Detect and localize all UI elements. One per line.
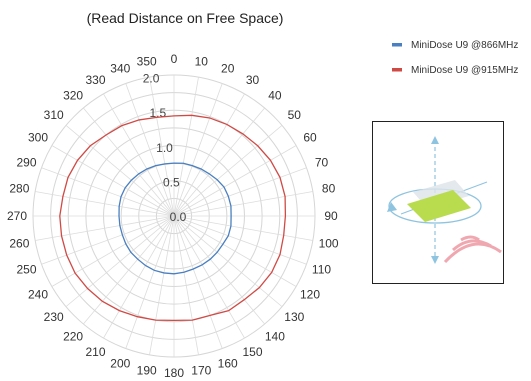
angle-tick-label: 260	[9, 236, 29, 250]
grid-spoke	[173, 83, 223, 217]
angle-tick-label: 80	[322, 182, 336, 196]
grid-spoke	[149, 77, 175, 217]
angle-tick-label: 290	[16, 155, 36, 169]
angle-tick-label: 110	[312, 263, 331, 277]
angle-tick-label: 220	[63, 329, 83, 343]
grid-spoke	[173, 215, 199, 355]
grid-spoke	[35, 191, 175, 217]
grid-spoke	[125, 83, 175, 217]
angle-tick-label: 20	[221, 62, 235, 76]
radial-tick-label: 2.0	[143, 72, 160, 86]
angle-tick-label: 30	[246, 73, 260, 87]
grid-spoke	[103, 215, 175, 339]
series-layer	[59, 114, 287, 321]
grid-spoke	[173, 215, 313, 241]
grid-spoke	[173, 77, 199, 217]
legend-swatch	[392, 43, 402, 47]
angle-tick-label: 190	[137, 364, 157, 378]
grid-spoke	[173, 167, 307, 217]
grid-spoke	[173, 215, 307, 265]
antenna-illustration	[387, 136, 502, 264]
angle-tick-label: 150	[242, 345, 262, 359]
grid-spoke	[35, 215, 175, 241]
grid-spoke	[65, 125, 175, 217]
legend: MiniDose U9 @866MHz MiniDose U9 @915MHz	[392, 40, 518, 76]
angle-tick-label: 140	[265, 329, 285, 343]
angle-tick-label: 270	[7, 209, 27, 223]
angle-tick-label: 180	[164, 366, 184, 380]
angle-tick-label: 90	[324, 209, 338, 223]
angle-tick-label: 40	[268, 89, 282, 103]
chart-title: (Read Distance on Free Space)	[87, 10, 284, 26]
legend-swatch	[392, 68, 402, 72]
angle-tick-label: 280	[9, 182, 29, 196]
grid-spoke	[83, 215, 175, 325]
angle-tick-label: 240	[28, 288, 48, 302]
legend-label: MiniDose U9 @915MHz	[411, 65, 518, 76]
grid-spoke	[173, 145, 297, 217]
grid-spoke	[173, 93, 245, 217]
rf-wave-3	[443, 242, 502, 264]
radial-tick-label: 1.0	[156, 141, 173, 155]
legend-label: MiniDose U9 @866MHz	[411, 40, 518, 51]
angle-tick-label: 50	[288, 108, 302, 122]
tag-panel	[407, 190, 471, 222]
series-line-2	[59, 114, 287, 321]
angle-tick-label: 300	[28, 131, 48, 145]
grid-spoke	[51, 145, 175, 217]
axis-arrow-bottom-icon	[431, 256, 439, 264]
grid-spoke	[103, 93, 175, 217]
angle-tick-label: 250	[16, 263, 36, 277]
angle-tick-label: 340	[110, 62, 130, 76]
rf-wave-1	[460, 235, 480, 242]
angle-tick-label: 130	[284, 310, 304, 324]
angle-tick-label: 320	[63, 89, 83, 103]
angle-tick-label: 200	[110, 357, 130, 371]
rotation-arrow-icon	[387, 202, 397, 212]
grid-spoke	[125, 215, 175, 349]
grid-spoke	[41, 215, 175, 265]
angle-tick-label: 160	[218, 357, 238, 371]
angle-tick-label: 10	[195, 54, 209, 68]
grid-spoke	[149, 215, 175, 355]
angle-tick-label: 330	[85, 73, 105, 87]
grid-spoke	[173, 215, 297, 287]
grid-spoke	[173, 215, 223, 349]
angle-tick-label: 60	[303, 131, 317, 145]
radial-tick-labels: 0.00.51.01.52.0	[143, 72, 187, 224]
angle-tick-label: 0	[171, 52, 178, 66]
grid-spoke	[173, 215, 245, 339]
axis-arrow-top-icon	[431, 136, 439, 144]
grid-spoke	[83, 107, 175, 217]
grid-spoke	[173, 215, 265, 325]
grid-spoke	[173, 191, 313, 217]
radial-tick-label: 0.5	[163, 175, 180, 189]
angle-tick-label: 230	[44, 310, 64, 324]
radial-tick-label: 0.0	[170, 210, 187, 224]
grid-spoke	[173, 107, 265, 217]
angle-tick-label: 310	[44, 108, 64, 122]
series-line-1	[118, 162, 232, 275]
grid-spoke	[65, 215, 175, 307]
antenna-orientation-inset	[372, 121, 504, 284]
angle-tick-label: 170	[191, 364, 211, 378]
grid-spoke	[173, 125, 283, 217]
angle-tick-label: 120	[300, 288, 320, 302]
angle-tick-label: 350	[137, 54, 157, 68]
grid-spoke	[173, 215, 283, 307]
grid-spoke	[51, 215, 175, 287]
angle-tick-label: 70	[315, 155, 329, 169]
angle-tick-label: 100	[319, 236, 339, 250]
grid-spoke	[41, 167, 175, 217]
angle-tick-label: 210	[85, 345, 105, 359]
